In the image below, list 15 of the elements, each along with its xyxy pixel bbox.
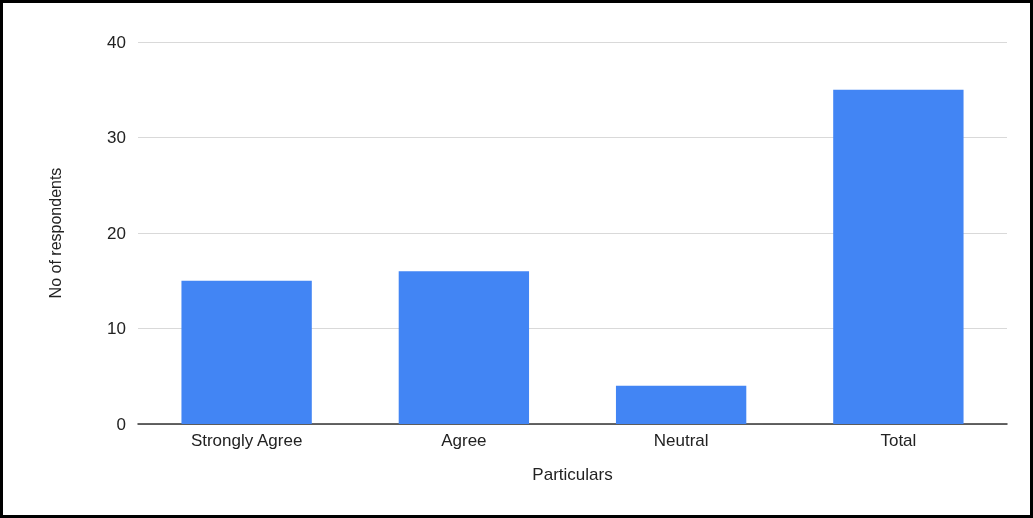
x-axis-title: Particulars: [532, 465, 613, 484]
y-tick-label: 40: [107, 32, 126, 52]
y-axis-title: No of respondents: [46, 167, 64, 299]
x-tick-label: Neutral: [653, 431, 709, 450]
bar: [615, 385, 747, 424]
bar: [181, 280, 312, 424]
y-tick-label: 10: [107, 319, 126, 338]
bar: [398, 271, 530, 424]
x-tick-label: Agree: [441, 431, 487, 450]
y-tick-label: 0: [116, 414, 126, 434]
x-tick-label: Total: [880, 431, 917, 450]
x-tick-label: Strongly Agree: [190, 431, 303, 450]
bar: [833, 89, 964, 424]
y-tick-label: 30: [107, 128, 126, 147]
y-tick-label: 20: [107, 223, 126, 243]
